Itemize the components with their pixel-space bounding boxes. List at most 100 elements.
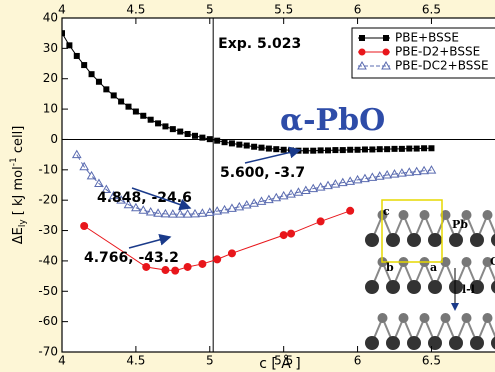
y-tick-label: -40	[38, 253, 58, 267]
atom	[386, 280, 400, 294]
point	[355, 147, 361, 153]
x-top-tick-label: 4.5	[126, 3, 145, 17]
x-top-tick-label: 5	[206, 3, 214, 17]
inset-label: Pb	[452, 218, 468, 231]
atom	[407, 233, 421, 247]
atom	[449, 280, 463, 294]
point	[421, 145, 427, 151]
point	[161, 266, 169, 274]
point	[325, 147, 331, 153]
point	[162, 123, 168, 129]
atom	[365, 233, 379, 247]
x-tick-label: 5.5	[274, 354, 293, 368]
x-tick-label: 6.5	[422, 354, 441, 368]
y-tick-label: 10	[43, 102, 58, 116]
legend-marker	[383, 49, 390, 56]
y-tick-label: 40	[43, 11, 58, 25]
chart: cPbObal-l c [ Å ] ΔEly [ kJ mol-1 cell] …	[0, 0, 495, 372]
legend-marker	[383, 35, 389, 41]
inset-label: a	[430, 261, 437, 274]
x-top-tick-label: 4	[58, 3, 66, 17]
point	[111, 92, 117, 98]
inset-label: b	[386, 261, 394, 274]
point	[170, 126, 176, 132]
point	[251, 144, 257, 150]
y-label-part: -1	[9, 157, 19, 166]
point	[362, 146, 368, 152]
atom	[420, 313, 430, 323]
point	[340, 147, 346, 153]
exp-label: Exp. 5.023	[218, 36, 301, 52]
point	[66, 42, 72, 48]
y-axis-label: ΔEly [ kJ mol-1 cell]	[9, 126, 28, 245]
x-tick-label: 5	[206, 354, 214, 368]
point	[214, 138, 220, 144]
y-label-part: [ kJ mol	[11, 166, 26, 219]
y-label-part: cell]	[11, 126, 26, 158]
x-tick-label: 6	[354, 354, 362, 368]
point	[428, 145, 434, 151]
atom	[462, 313, 472, 323]
y-tick-label: -50	[38, 284, 58, 298]
legend-label: PBE-DC2+BSSE	[395, 59, 489, 73]
point	[377, 146, 383, 152]
point	[140, 113, 146, 119]
y-tick-label: -20	[38, 193, 58, 207]
atom	[407, 336, 421, 350]
x-tick-label: 4.5	[126, 354, 145, 368]
point	[273, 146, 279, 152]
point	[229, 140, 235, 146]
point	[384, 146, 390, 152]
point	[89, 71, 95, 77]
legend-label: PBE-D2+BSSE	[395, 45, 480, 59]
point	[392, 146, 398, 152]
title-annotation: α-PbO	[280, 103, 385, 138]
atom	[378, 313, 388, 323]
atom	[428, 336, 442, 350]
point	[118, 99, 124, 105]
legend-label: PBE+BSSE	[395, 31, 459, 45]
point	[199, 135, 205, 141]
inset-label: c	[383, 205, 390, 218]
point	[171, 267, 179, 275]
point	[96, 79, 102, 85]
annotation: 5.600, -3.7	[220, 165, 305, 181]
atom	[483, 210, 493, 220]
y-tick-label: -60	[38, 314, 58, 328]
point	[185, 131, 191, 137]
point	[74, 53, 80, 59]
atom	[407, 280, 421, 294]
y-tick-label: 20	[43, 71, 58, 85]
atom	[449, 336, 463, 350]
legend-marker	[359, 35, 365, 41]
point	[177, 129, 183, 135]
point	[148, 117, 154, 123]
point	[346, 207, 354, 215]
atom	[449, 233, 463, 247]
point	[155, 120, 161, 126]
atom	[428, 233, 442, 247]
annotation: 4.766, -43.2	[84, 250, 179, 266]
point	[310, 148, 316, 154]
point	[266, 146, 272, 152]
atom	[462, 257, 472, 267]
point	[303, 148, 309, 154]
atom	[386, 233, 400, 247]
atom	[365, 336, 379, 350]
atom	[483, 313, 493, 323]
atom	[420, 210, 430, 220]
point	[81, 62, 87, 68]
point	[414, 146, 420, 152]
y-tick-label: 0	[50, 132, 58, 146]
x-top-tick-label: 5.5	[274, 3, 293, 17]
atom	[399, 210, 409, 220]
point	[133, 109, 139, 115]
point	[192, 133, 198, 139]
x-top-tick-label: 6	[354, 3, 362, 17]
point	[369, 146, 375, 152]
point	[399, 146, 405, 152]
point	[287, 230, 295, 238]
point	[213, 255, 221, 263]
atom	[365, 280, 379, 294]
atom	[428, 280, 442, 294]
